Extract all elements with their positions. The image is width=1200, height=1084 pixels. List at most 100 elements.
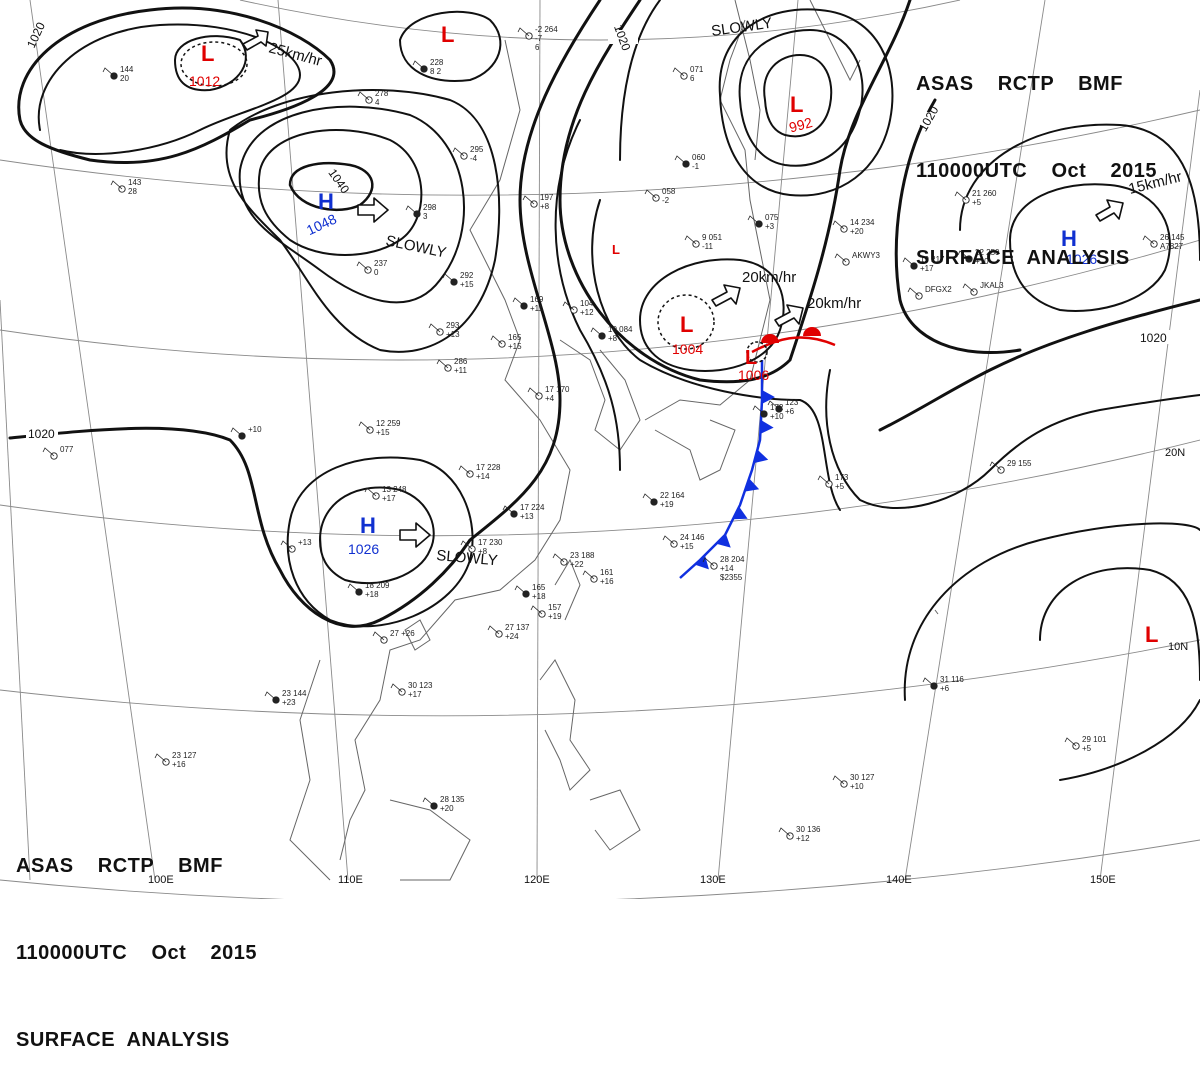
station-value: 21 260 [972,189,997,198]
station-value: +16 [172,760,186,769]
wind-barb [684,235,697,245]
station-value: 27 +26 [390,629,415,638]
station-value: +17 [408,690,422,699]
station-s44: 157+19 [530,603,562,621]
station-s33: 077 [42,445,74,460]
wind-barb [452,147,465,157]
station-value: +19 [660,500,674,509]
wind-barb [358,421,371,431]
station-value: +14 [720,564,734,573]
fronts [180,41,836,579]
wind-barb [834,253,847,263]
isobar-east-wrap [825,369,1200,509]
coast-japan [644,19,771,421]
low-tropics-symbol: L [1145,622,1158,647]
station-s43: 165+18 [514,583,546,601]
wind-barb [442,273,455,283]
station-value: 14 234 [850,218,875,227]
wind-barb [778,827,791,837]
coast-taiwan [554,558,581,621]
isobar-h1048-4 [225,89,501,353]
isobar-low992-2 [738,29,864,167]
station-value: +5 [835,482,845,491]
station-s29: JKAL3 [962,281,1004,296]
station-value: +10 [850,782,864,791]
station-value: 293 [446,321,460,330]
wind-barb [922,677,935,687]
station-value: 24 146 [680,533,705,542]
station-value: 295 [470,145,484,154]
isobar-1020-inner-east [894,98,1022,355]
wind-barb [902,257,915,267]
header-title-line: ASAS RCTP BMF [16,855,223,877]
isobar-tropic-low-3 [1059,699,1200,781]
station-value: 29 155 [1007,459,1032,468]
station-value: 0 [374,268,379,277]
wind-barb [1064,737,1077,747]
station-value: 18 209 [365,581,390,590]
station-value: 165 [508,333,522,342]
station-value: 23 127 [172,751,197,760]
isobar-center-2 [554,119,621,471]
station-value: +5 [972,198,982,207]
wind-barb [702,557,715,567]
meridian-150e [1099,89,1200,881]
wind-barb [747,215,760,225]
wind-barb [907,287,920,297]
coastlines [289,0,939,881]
coast-luzon [539,659,591,791]
wind-barb [154,753,167,763]
wind-barb [372,631,385,641]
station-value: 17 170 [545,385,570,394]
isobar-1020-east [878,298,1200,432]
station-value: 228 [430,58,444,67]
station-value: +18 [532,592,546,601]
isobar-h1048-1 [288,161,374,212]
station-value: +4 [545,394,555,403]
wind-barb [264,691,277,701]
low-1012-symbol: L [201,41,214,66]
isobar-low992-1 [763,54,833,138]
low-1006-circle [746,341,768,363]
cold-front-triangle [744,478,760,492]
station-value: 30 127 [850,773,875,782]
station-value: 165 [532,583,546,592]
station-s52: 23 144+23 [264,689,307,707]
station-s14: 104+12 [562,299,594,317]
station-s47: 24 146+15 [662,533,705,551]
wind-barb [832,775,845,785]
arrow-low1012 [242,29,269,51]
station-value: 30 123 [408,681,433,690]
arrow-high1026e [1095,199,1124,222]
lat-label-20n: 20N [1165,447,1185,459]
wind-barb [832,220,845,230]
station-value: +10 [248,425,262,434]
station-value: -4 [470,154,478,163]
isobar-h1048-2 [257,129,423,256]
wind-barb [590,327,603,337]
parallel-50n [239,0,961,41]
station-value: 28 [128,187,137,196]
station-value: +13 [520,512,534,521]
station-value: +10 [975,257,989,266]
station-s25: 19 217+17 [902,255,945,273]
high-1026-china-value: 1026 [348,541,379,557]
station-s51: 29 155 [989,459,1032,474]
wind-barb [460,540,473,550]
station-value: +15 [680,542,694,551]
station-value: +15 [376,428,390,437]
wind-barb [954,191,967,201]
station-value: 28 135 [440,795,465,804]
weather-map: 25km/hr SLOWLY SLOWLY 20km/hr 20km/hr 15… [0,0,1200,899]
arrow-low1004 [711,284,741,307]
warm-front-line [751,336,836,354]
station-value: +20 [850,227,864,236]
wind-barb [458,465,471,475]
wind-barb [357,91,370,101]
station-value: 29 101 [1082,735,1107,744]
station-value: 17 228 [476,463,501,472]
station-s36: 13 248+17 [364,485,407,503]
station-s16: 10 084+8 [590,325,633,343]
